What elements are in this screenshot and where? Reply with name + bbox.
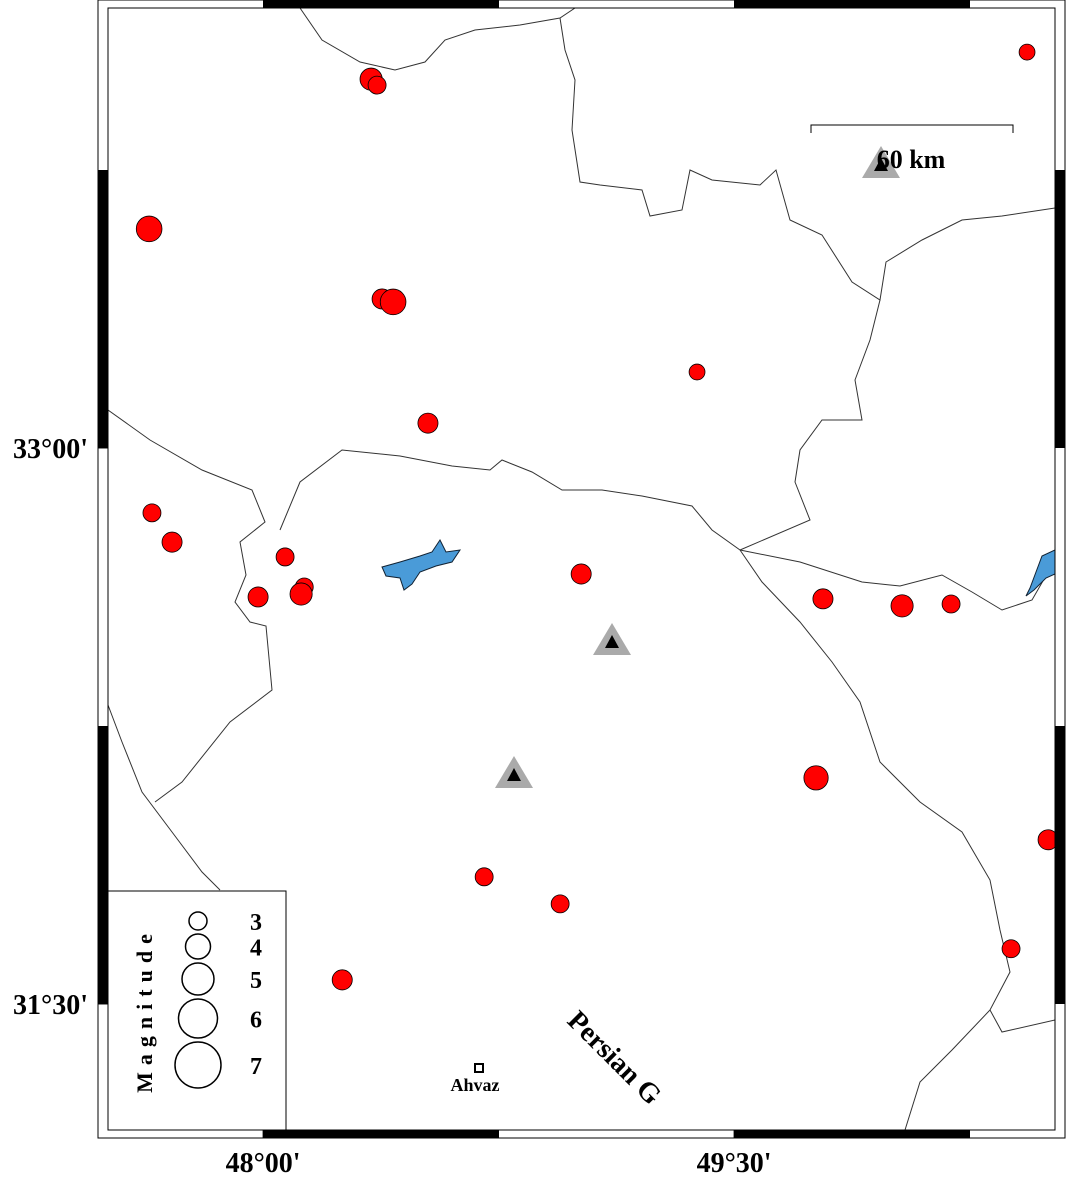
event xyxy=(890,594,914,618)
event xyxy=(331,969,353,991)
legend-box xyxy=(107,890,287,1131)
event xyxy=(688,363,706,381)
frame-bar xyxy=(734,1130,970,1138)
station xyxy=(874,158,888,171)
border xyxy=(559,17,1055,301)
legend-items: 34 5 6 7 xyxy=(174,910,262,1089)
event xyxy=(474,867,494,887)
city-label: Ahvaz xyxy=(451,1075,500,1095)
event xyxy=(1037,829,1055,851)
event xyxy=(941,594,961,614)
borders xyxy=(108,8,1055,1130)
legend-label: 4 xyxy=(250,936,262,962)
scale-bar: 60 km xyxy=(810,124,1014,174)
border xyxy=(739,299,1011,1130)
y-tick-label: 31°30' xyxy=(13,990,88,1021)
legend-symbol xyxy=(177,998,219,1039)
event xyxy=(161,531,183,553)
event xyxy=(289,582,313,606)
legend-symbol xyxy=(184,933,212,960)
frame-bar xyxy=(98,170,108,448)
events xyxy=(135,43,1055,991)
event xyxy=(275,547,295,567)
event xyxy=(379,288,407,316)
frame-bar xyxy=(263,1130,499,1138)
border xyxy=(299,8,576,71)
legend-label: 6 xyxy=(250,1008,262,1034)
frame-inner xyxy=(107,7,1056,1131)
frame-bar xyxy=(263,0,499,8)
ticks: 48°00' 49°30' 33°00' 31°30' xyxy=(13,434,772,1177)
event xyxy=(247,586,269,608)
event xyxy=(1001,939,1021,959)
station xyxy=(507,768,521,781)
border xyxy=(989,1009,1055,1033)
frame-bar xyxy=(1055,726,1065,1004)
event xyxy=(367,75,387,95)
frame-outer xyxy=(97,0,1066,1139)
scale-line xyxy=(810,124,1014,133)
legend-title: Magnitude xyxy=(132,927,157,1093)
event xyxy=(550,894,570,914)
frame-bar xyxy=(1055,170,1065,448)
legend-symbol xyxy=(181,962,215,996)
river xyxy=(279,449,741,551)
station xyxy=(605,635,619,648)
frame xyxy=(97,0,1066,1139)
scale-label: 60 km xyxy=(877,145,946,174)
border xyxy=(108,409,273,803)
legend-label: 7 xyxy=(250,1054,262,1080)
frame-bar xyxy=(98,726,108,1004)
event xyxy=(135,215,163,243)
x-tick-label: 48°00' xyxy=(226,1148,301,1177)
frame-bar xyxy=(734,0,970,8)
lake xyxy=(381,539,462,591)
event xyxy=(417,412,439,434)
event xyxy=(1018,43,1036,61)
legend-label: 3 xyxy=(250,910,262,936)
event xyxy=(803,765,829,791)
border xyxy=(108,704,221,891)
lake xyxy=(1025,549,1055,597)
legend: Magnitude 34 5 6 7 xyxy=(107,890,287,1131)
border xyxy=(739,549,1055,611)
legend-symbol xyxy=(174,1041,222,1089)
event xyxy=(812,588,834,610)
x-tick-label: 49°30' xyxy=(697,1148,772,1177)
legend-label: 5 xyxy=(250,968,262,994)
y-tick-label: 33°00' xyxy=(13,434,88,465)
stations xyxy=(495,146,900,788)
legend-symbol xyxy=(188,911,208,931)
city-marker xyxy=(474,1063,484,1073)
event xyxy=(570,563,592,585)
event xyxy=(142,503,162,523)
